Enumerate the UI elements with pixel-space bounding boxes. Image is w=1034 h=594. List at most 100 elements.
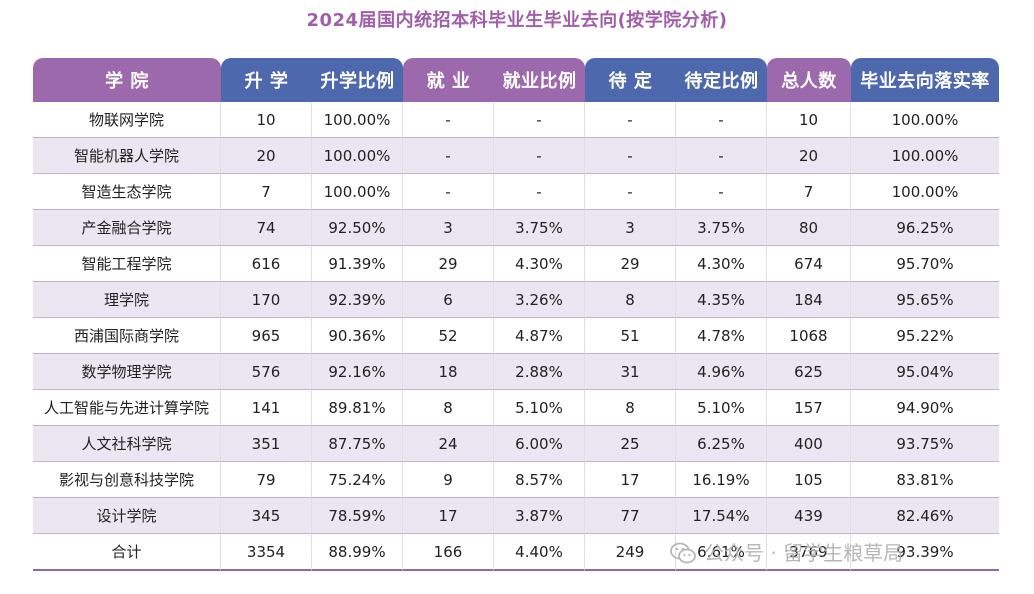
cell-further-study: 10 [221, 102, 312, 138]
cell-pending-rate: 5.10% [676, 390, 767, 426]
cell-employed: 3 [403, 210, 494, 246]
cell-total: 10 [767, 102, 851, 138]
cell-pending-rate: 6.25% [676, 426, 767, 462]
cell-pending: 17 [585, 462, 676, 498]
cell-employed: 9 [403, 462, 494, 498]
cell-college: 影视与创意科技学院 [33, 462, 221, 498]
cell-further-study-rate: 92.39% [312, 282, 403, 318]
cell-pending: 77 [585, 498, 676, 534]
table-row: 影视与创意科技学院 79 75.24% 9 8.57% 17 16.19% 105 83.81% [33, 462, 999, 498]
watermark: 公众号 · 留学生粮草局 [670, 537, 903, 566]
graduate-destination-table: 学 院 升 学 升学比例 就 业 就业比例 待 定 待定比例 总人数 毕业去向落… [33, 58, 999, 571]
header-employed: 就 业 [403, 58, 494, 102]
wechat-icon [670, 542, 696, 564]
cell-total: 674 [767, 246, 851, 282]
cell-college: 西浦国际商学院 [33, 318, 221, 354]
cell-placement-rate: 100.00% [851, 138, 999, 174]
cell-pending: 3 [585, 210, 676, 246]
header-employed-rate: 就业比例 [494, 58, 585, 102]
cell-further-study-rate: 100.00% [312, 102, 403, 138]
cell-employed-rate: - [494, 102, 585, 138]
cell-pending: - [585, 174, 676, 210]
table-row: 产金融合学院 74 92.50% 3 3.75% 3 3.75% 80 96.25% [33, 210, 999, 246]
header-pending-rate: 待定比例 [676, 58, 767, 102]
cell-pending-rate: 4.35% [676, 282, 767, 318]
cell-employed-rate: - [494, 138, 585, 174]
cell-further-study-rate: 100.00% [312, 138, 403, 174]
cell-employed-rate: 4.87% [494, 318, 585, 354]
cell-total: 439 [767, 498, 851, 534]
header-further-study: 升 学 [221, 58, 312, 102]
cell-placement-rate: 82.46% [851, 498, 999, 534]
table-row: 人工智能与先进计算学院 141 89.81% 8 5.10% 8 5.10% 157 94.90… [33, 390, 999, 426]
cell-total: 20 [767, 138, 851, 174]
cell-further-study-rate: 92.50% [312, 210, 403, 246]
cell-further-study-rate: 92.16% [312, 354, 403, 390]
cell-employed: - [403, 174, 494, 210]
cell-pending-rate: - [676, 102, 767, 138]
cell-employed: 52 [403, 318, 494, 354]
cell-employed: 24 [403, 426, 494, 462]
cell-employed-rate: 2.88% [494, 354, 585, 390]
cell-placement-rate: 95.22% [851, 318, 999, 354]
cell-further-study: 20 [221, 138, 312, 174]
table-header-row: 学 院 升 学 升学比例 就 业 就业比例 待 定 待定比例 总人数 毕业去向落… [33, 58, 999, 102]
cell-total: 7 [767, 174, 851, 210]
table-row: 数学物理学院 576 92.16% 18 2.88% 31 4.96% 625 95.04% [33, 354, 999, 390]
cell-employed-rate: 4.30% [494, 246, 585, 282]
total-row: 合计 3354 88.99% 166 4.40% 249 6.61% 3769 93.39% [33, 534, 999, 571]
table-row: 智能工程学院 616 91.39% 29 4.30% 29 4.30% 674 95.70% [33, 246, 999, 282]
header-placement-rate: 毕业去向落实率 [851, 58, 999, 102]
cell-further-study: 74 [221, 210, 312, 246]
cell-further-study-rate: 89.81% [312, 390, 403, 426]
watermark-text: 公众号 · 留学生粮草局 [704, 541, 904, 565]
cell-employed: 17 [403, 498, 494, 534]
cell-placement-rate: 100.00% [851, 102, 999, 138]
cell-college: 理学院 [33, 282, 221, 318]
cell-college: 智造生态学院 [33, 174, 221, 210]
cell-college: 智能工程学院 [33, 246, 221, 282]
header-total: 总人数 [767, 58, 851, 102]
page-title: 2024届国内统招本科毕业生毕业去向(按学院分析) [306, 10, 728, 31]
cell-employed-rate: 3.75% [494, 210, 585, 246]
cell-placement-rate: 95.70% [851, 246, 999, 282]
cell-total: 625 [767, 354, 851, 390]
cell-placement-rate: 93.39% [851, 534, 999, 571]
cell-further-study-rate: 75.24% [312, 462, 403, 498]
cell-pending-rate: 3.75% [676, 210, 767, 246]
cell-employed: - [403, 138, 494, 174]
table-row: 智能机器人学院 20 100.00% - - - -20 100.00% [33, 138, 999, 174]
cell-total: 1068 [767, 318, 851, 354]
cell-placement-rate: 83.81% [851, 462, 999, 498]
cell-pending-rate: 16.19% [676, 462, 767, 498]
cell-pending: 25 [585, 426, 676, 462]
cell-college: 人工智能与先进计算学院 [33, 390, 221, 426]
cell-employed: 6 [403, 282, 494, 318]
cell-placement-rate: 94.90% [851, 390, 999, 426]
cell-pending: 8 [585, 282, 676, 318]
cell-further-study: 965 [221, 318, 312, 354]
cell-employed-rate: 8.57% [494, 462, 585, 498]
cell-further-study-rate: 90.36% [312, 318, 403, 354]
cell-pending: 51 [585, 318, 676, 354]
header-college: 学 院 [33, 58, 221, 102]
cell-pending-rate: 4.78% [676, 318, 767, 354]
cell-college: 设计学院 [33, 498, 221, 534]
cell-further-study-rate: 88.99% [312, 534, 403, 571]
cell-employed-rate: 6.00% [494, 426, 585, 462]
table-row: 智造生态学院 7 100.00% - - - -7 100.00% [33, 174, 999, 210]
cell-placement-rate: 93.75% [851, 426, 999, 462]
cell-pending: 249 [585, 534, 676, 571]
cell-employed-rate: 3.26% [494, 282, 585, 318]
cell-employed: - [403, 102, 494, 138]
cell-further-study: 351 [221, 426, 312, 462]
cell-pending: - [585, 138, 676, 174]
cell-pending-rate: 6.61% [676, 534, 767, 571]
cell-further-study: 170 [221, 282, 312, 318]
table-row: 人文社科学院 351 87.75% 24 6.00% 25 6.25% 400 93.75% [33, 426, 999, 462]
cell-pending-rate: - [676, 138, 767, 174]
cell-employed-rate: 3.87% [494, 498, 585, 534]
cell-pending-rate: 4.30% [676, 246, 767, 282]
cell-total: 184 [767, 282, 851, 318]
header-further-study-rate: 升学比例 [312, 58, 403, 102]
